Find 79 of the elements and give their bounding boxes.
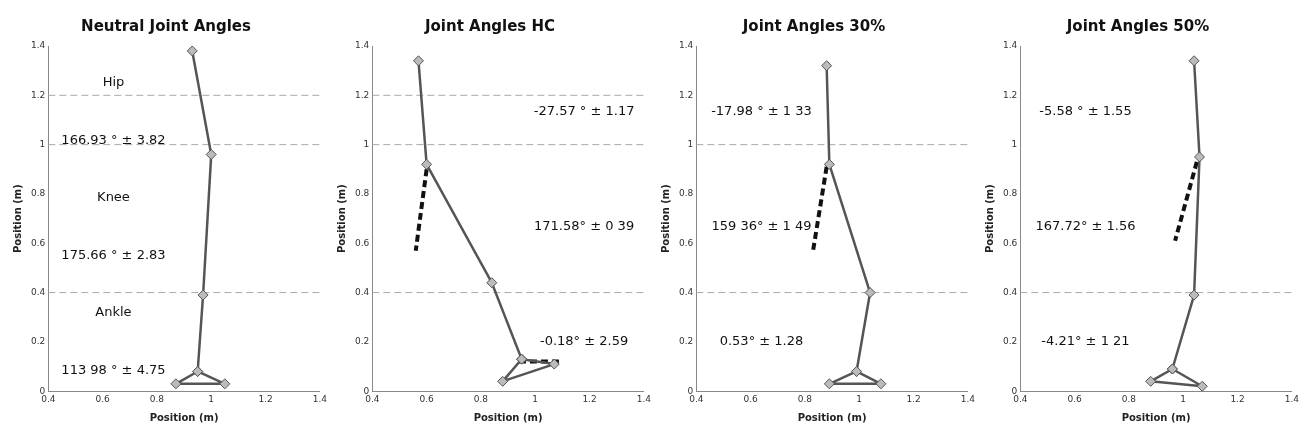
x-tick-label: 0.6 <box>95 393 111 404</box>
y-tick-label: 0.6 <box>678 237 694 248</box>
x-tick-label: 0.8 <box>797 393 813 404</box>
y-tick-label: 0.8 <box>30 188 46 199</box>
y-tick-label: 0.6 <box>354 237 370 248</box>
y-tick-label: 0.8 <box>1002 188 1018 199</box>
y-tick-label: 1.4 <box>30 40 46 51</box>
x-axis-title: Position (m) <box>1121 411 1191 423</box>
y-tick-label: 1.4 <box>1002 40 1018 51</box>
y-tick-label: 1.2 <box>30 89 46 100</box>
annotation: Knee <box>97 189 130 205</box>
x-tick-label: 0.8 <box>473 393 489 404</box>
x-tick-label: 1.4 <box>960 393 976 404</box>
annotation: 171.58° ± 0 39 <box>534 217 635 233</box>
x-tick-label: 1.4 <box>636 393 652 404</box>
chart-title: Joint Angles 30% <box>741 16 886 35</box>
chart-title: Neutral Joint Angles <box>81 16 251 35</box>
x-tick-label: 1 <box>532 393 539 404</box>
y-tick-label: 0 <box>687 385 694 396</box>
y-tick-label: 1.2 <box>1002 89 1018 100</box>
x-tick-label: 1.4 <box>1284 393 1300 404</box>
y-tick-label: 0.2 <box>354 336 370 347</box>
y-axis-title: Position (m) <box>11 184 23 254</box>
y-tick-label: 0.6 <box>30 237 46 248</box>
y-tick-label: 1 <box>1011 138 1018 149</box>
y-tick-label: 0.8 <box>678 188 694 199</box>
annotation: 0.53° ± 1.28 <box>719 333 804 349</box>
y-tick-label: 0.4 <box>678 286 694 297</box>
x-tick-label: 1 <box>856 393 863 404</box>
y-tick-label: 0.4 <box>354 286 370 297</box>
chart-title: Joint Angles HC <box>423 16 556 35</box>
x-tick-label: 1.2 <box>258 393 273 404</box>
y-tick-label: 0 <box>39 385 46 396</box>
y-tick-label: 0.8 <box>354 188 370 199</box>
y-tick-label: 0 <box>363 385 370 396</box>
y-tick-label: 0.4 <box>30 286 46 297</box>
x-tick-label: 0.6 <box>1067 393 1083 404</box>
x-tick-label: 1 <box>1180 393 1187 404</box>
annotation: -27.57 ° ± 1.17 <box>533 102 635 118</box>
x-tick-label: 0.8 <box>1121 393 1137 404</box>
y-tick-label: 1.4 <box>678 40 694 51</box>
x-tick-label: 0.6 <box>743 393 759 404</box>
annotation: 175.66 ° ± 2.83 <box>61 246 166 262</box>
x-axis-title: Position (m) <box>473 411 543 423</box>
x-tick-label: 1 <box>208 393 215 404</box>
annotation: -5.58 ° ± 1.55 <box>1039 102 1132 118</box>
x-tick-label: 1.2 <box>582 393 597 404</box>
y-axis-title: Position (m) <box>659 184 671 254</box>
annotation: -0.18° ± 2.59 <box>539 333 629 349</box>
y-axis-title: Position (m) <box>335 184 347 254</box>
y-tick-label: 0.4 <box>1002 286 1018 297</box>
x-tick-label: 1.4 <box>312 393 328 404</box>
x-tick-label: 1.2 <box>906 393 921 404</box>
y-tick-label: 1.4 <box>354 40 370 51</box>
y-axis-title: Position (m) <box>983 184 995 254</box>
x-tick-label: 0.6 <box>419 393 435 404</box>
annotation: -17.98 ° ± 1 33 <box>711 102 812 118</box>
x-axis-title: Position (m) <box>797 411 867 423</box>
x-tick-label: 0.8 <box>149 393 165 404</box>
y-tick-label: 0.2 <box>30 336 46 347</box>
y-tick-label: 0.2 <box>1002 336 1018 347</box>
y-tick-label: 0.6 <box>1002 237 1018 248</box>
y-tick-label: 1 <box>687 138 694 149</box>
annotation: Hip <box>102 74 125 90</box>
x-axis-title: Position (m) <box>149 411 219 423</box>
y-tick-label: 0 <box>1011 385 1018 396</box>
annotation: 113 98 ° ± 4.75 <box>61 361 166 377</box>
annotation: -4.21° ± 1 21 <box>1041 333 1130 349</box>
y-tick-label: 0.2 <box>678 336 694 347</box>
annotation: 159 36° ± 1 49 <box>711 217 812 233</box>
y-tick-label: 1.2 <box>354 89 370 100</box>
x-tick-label: 1.2 <box>1230 393 1245 404</box>
y-tick-label: 1 <box>363 138 370 149</box>
y-tick-label: 1.2 <box>678 89 694 100</box>
annotation: 166.93 ° ± 3.82 <box>61 131 166 147</box>
annotation: Ankle <box>95 304 132 320</box>
chart-title: Joint Angles 50% <box>1065 16 1210 35</box>
y-tick-label: 1 <box>39 138 46 149</box>
annotation: 167.72° ± 1.56 <box>1035 217 1136 233</box>
